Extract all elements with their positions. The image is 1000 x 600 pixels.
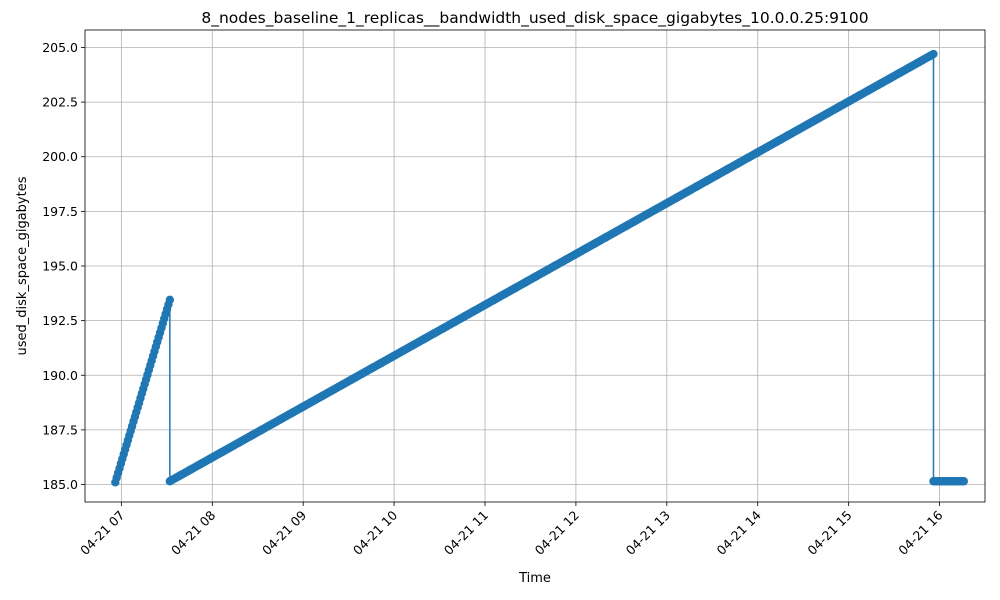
y-tick-label: 205.0 — [42, 40, 78, 55]
y-tick-label: 185.0 — [42, 477, 78, 492]
y-tick-label: 200.0 — [42, 149, 78, 164]
data-point — [165, 295, 175, 305]
y-tick-label: 202.5 — [42, 95, 78, 110]
y-tick-label: 197.5 — [42, 204, 78, 219]
data-point — [929, 49, 938, 59]
y-tick-label: 187.5 — [42, 422, 78, 437]
y-axis-ticks: 185.0 187.5 190.0 192.5 195.0 197.5 200.0 202.5… — [42, 40, 85, 492]
y-tick-label: 195.0 — [42, 259, 78, 274]
grid-lines — [85, 30, 985, 502]
y-axis-title: used_disk_space_gigabytes — [15, 176, 30, 355]
y-tick-label: 192.5 — [42, 313, 78, 328]
data-series — [111, 49, 968, 487]
chart-title: 8_nodes_baseline_1_replicas__bandwidth_u… — [201, 9, 868, 28]
x-axis-title: Time — [518, 571, 551, 586]
data-point — [959, 477, 968, 486]
y-tick-label: 190.0 — [42, 368, 78, 383]
